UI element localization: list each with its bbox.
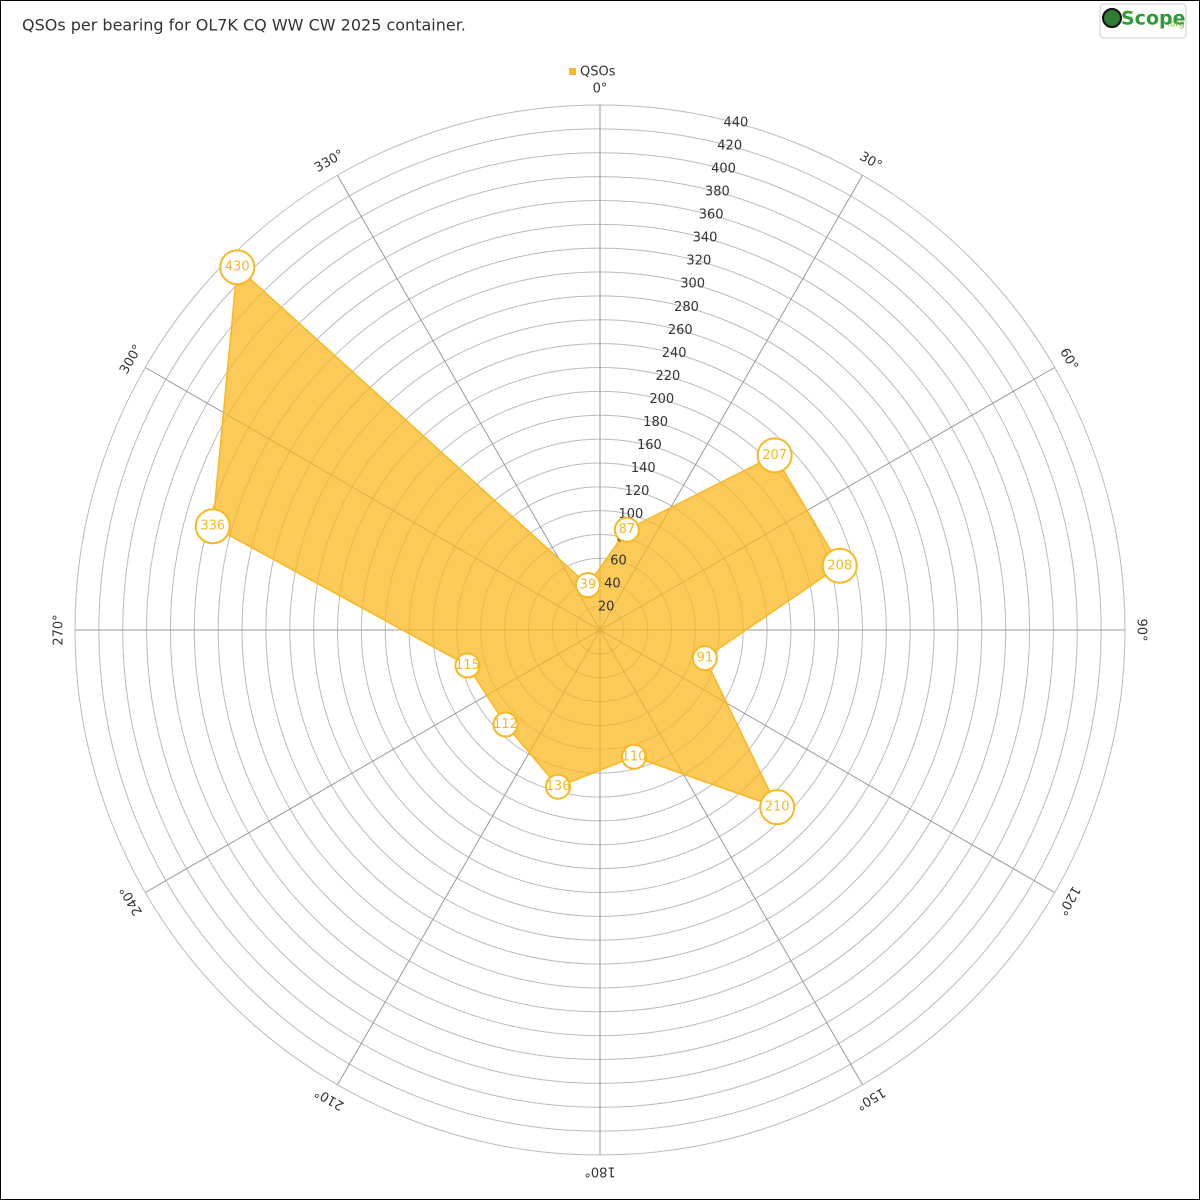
marker [759, 789, 796, 826]
y-tick-label: 260 [668, 323, 693, 338]
marker [613, 516, 640, 543]
y-tick-label: 160 [637, 438, 662, 453]
y-tick-label: 300 [680, 277, 705, 292]
data-label: 115 [455, 658, 480, 673]
y-tick-label: 40 [604, 576, 621, 591]
y-tick-label: 280 [674, 300, 699, 315]
y-tick-label: 440 [723, 115, 748, 130]
y-tick-label: 380 [705, 185, 730, 200]
y-tick-label: 140 [631, 461, 656, 476]
data-label: 39 [580, 578, 597, 593]
angle-label: 90° [1134, 618, 1149, 641]
y-tick-label: 420 [717, 138, 742, 153]
y-tick-label: 200 [649, 392, 674, 407]
legend-swatch [569, 68, 576, 75]
y-tick-label: 340 [693, 231, 718, 246]
angle-label: 0° [593, 82, 608, 97]
legend-label: QSOs [580, 65, 616, 80]
marker [821, 547, 858, 584]
marker [492, 711, 519, 738]
marker [194, 508, 231, 545]
data-label: 87 [619, 522, 636, 537]
data-label: 110 [622, 749, 647, 764]
spoke [337, 175, 601, 631]
logo-box [1099, 3, 1187, 39]
data-label: 430 [225, 260, 250, 275]
data-label: 208 [827, 558, 852, 573]
marker [691, 645, 718, 672]
y-tick-label: 220 [656, 369, 681, 384]
logo: Scope .org [1099, 3, 1187, 39]
data-label: 136 [546, 779, 571, 794]
logo-text: Scope [1121, 8, 1186, 30]
marker [574, 572, 601, 599]
marker [756, 437, 793, 474]
logo-suffix: .org [1167, 20, 1185, 30]
data-label: 112 [493, 717, 518, 732]
y-tick-label: 400 [711, 161, 736, 176]
y-tick-label: 120 [625, 484, 650, 499]
data-label: 91 [697, 651, 714, 666]
y-tick-label: 20 [598, 599, 615, 614]
y-tick-label: 240 [662, 346, 687, 361]
y-tick-label: 180 [643, 415, 668, 430]
angle-label: 180° [584, 1164, 615, 1179]
data-label: 336 [200, 519, 225, 534]
data-label: 207 [762, 448, 787, 463]
marker [454, 652, 481, 679]
logo-icon [1102, 8, 1122, 28]
y-tick-label: 60 [610, 553, 627, 568]
y-tick-label: 320 [686, 254, 711, 269]
y-tick-label: 360 [699, 208, 724, 223]
chart-title: QSOs per bearing for OL7K CQ WW CW 2025 … [22, 16, 466, 35]
marker [219, 249, 256, 286]
data-label: 210 [765, 800, 790, 815]
marker [620, 743, 647, 770]
angle-label: 270° [52, 614, 67, 645]
marker [545, 773, 572, 800]
